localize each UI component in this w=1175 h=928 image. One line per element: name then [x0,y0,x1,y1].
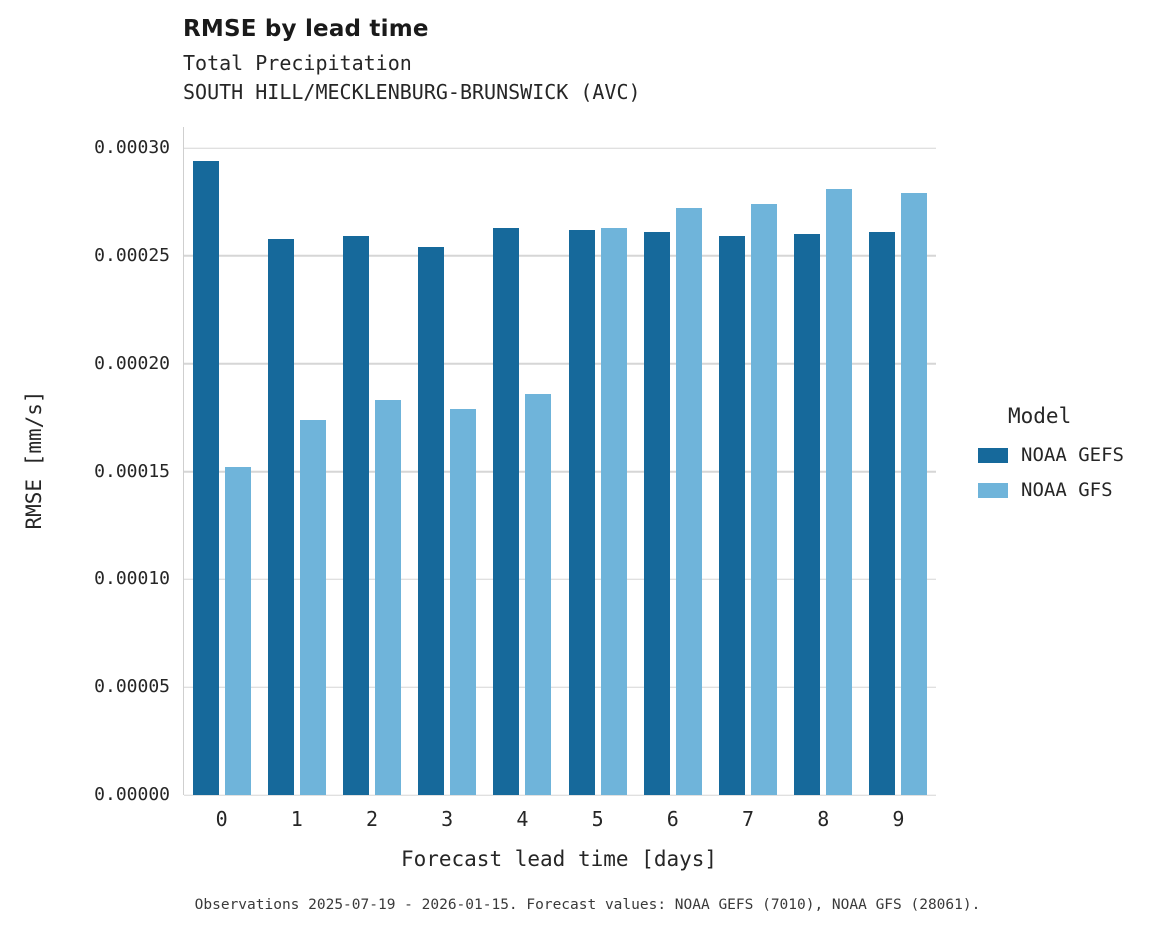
bar-noaa-gfs-8 [826,188,853,795]
bar-noaa-gefs-6 [643,232,670,795]
y-tick-label: 0.00020 [94,352,170,374]
bar-noaa-gefs-1 [267,238,294,795]
x-tick-label: 5 [591,807,604,831]
legend: Model NOAA GEFS NOAA GFS [978,404,1124,514]
y-tick-label: 0.00025 [94,244,170,266]
bar-group-4: 4 [485,148,560,831]
gridline [184,794,936,796]
y-tick-label: 0.00010 [94,568,170,590]
bar-noaa-gfs-6 [675,208,702,795]
bar-noaa-gefs-5 [568,229,595,795]
x-tick-label: 0 [215,807,228,831]
y-tick-label: 0.00015 [94,460,170,482]
caption: Observations 2025-07-19 - 2026-01-15. Fo… [194,897,981,913]
bar-group-1: 1 [259,148,334,831]
legend-label-noaa-gfs: NOAA GFS [1021,479,1113,501]
x-tick-label: 7 [741,807,755,831]
bar-noaa-gfs-1 [299,419,326,795]
legend-item-noaa-gefs: NOAA GEFS [978,444,1124,466]
x-tick-label: 1 [290,807,303,831]
x-tick-label: 2 [365,807,379,831]
y-tick-label: 0.00030 [94,137,170,158]
bar-noaa-gefs-8 [794,234,821,795]
bar-noaa-gfs-0 [224,467,251,795]
gridline [184,578,936,581]
bar-noaa-gfs-9 [901,193,928,795]
bar-group-9: 9 [861,148,936,831]
bar-noaa-gfs-3 [450,408,477,795]
y-tick-label: 0.00005 [94,676,170,698]
bar-noaa-gefs-4 [493,227,520,795]
x-tick-label: 4 [516,807,529,831]
bar-noaa-gfs-7 [751,204,778,795]
bar-noaa-gfs-2 [375,400,401,795]
legend-title: Model [1008,404,1072,428]
bar-group-5: 5 [560,148,635,831]
plot-inner: 0.00000 0.00005 0.00010 0.00015 0.00020 0.000… [94,139,936,831]
bar-group-2: 2 [334,148,409,831]
bar-noaa-gfs-5 [600,227,627,795]
gridline [184,147,936,149]
gridline [184,470,936,473]
y-tick-label: 0.00000 [94,784,170,805]
legend-swatch-noaa-gfs [978,482,1008,498]
bar-group-3: 3 [410,148,485,831]
bar-noaa-gfs-4 [525,393,552,795]
x-axis-label: Forecast lead time [days] [400,847,718,871]
x-tick-label: 6 [666,807,679,831]
bar-group-8: 8 [786,148,861,831]
chart-header: RMSE by lead time Total Precipitation SO… [183,16,641,107]
x-tick-label: 9 [892,807,905,831]
x-tick-label: 8 [817,807,830,831]
chart-subtitle-variable: Total Precipitation [183,51,412,75]
bar-noaa-gefs-2 [343,236,369,795]
chart-subtitle-station: SOUTH HILL/MECKLENBURG-BRUNSWICK (AVC) [183,80,641,104]
gridline [184,255,936,257]
bar-noaa-gefs-3 [418,247,445,795]
y-axis-label: RMSE [mm/s] [22,390,46,530]
plot-area: 0.00000 0.00005 0.00010 0.00015 0.00020 0.000… [94,127,936,831]
bar-group-0: 0 [184,148,259,831]
gridline [184,686,936,688]
gridline [184,362,936,365]
bar-noaa-gefs-9 [869,232,896,795]
legend-items: NOAA GEFS NOAA GFS [978,444,1124,501]
x-tick-label: 3 [441,807,454,831]
chart-title: RMSE by lead time [183,16,429,42]
bar-noaa-gefs-7 [719,236,746,795]
bar-group-6: 6 [635,148,710,831]
bar-group-7: 7 [710,148,785,831]
bar-noaa-gefs-0 [192,160,219,795]
legend-label-noaa-gefs: NOAA GEFS [1021,444,1124,466]
legend-swatch-noaa-gefs [978,447,1008,463]
legend-item-noaa-gfs: NOAA GFS [978,479,1124,501]
